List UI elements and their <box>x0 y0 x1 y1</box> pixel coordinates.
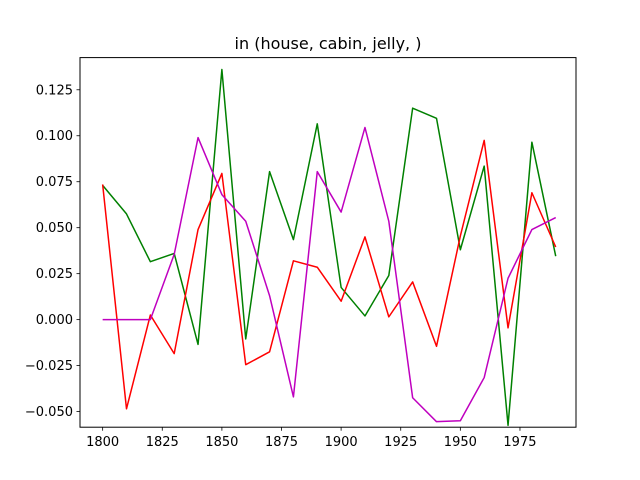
series-layer <box>101 68 557 427</box>
y-tick-label: 0.000 <box>36 313 73 328</box>
y-axis-ticks: −0.050 −0.025 0.000 0.025 0.050 0.075 0.100 0.1… <box>25 83 80 420</box>
x-tick-label: 1850 <box>205 435 238 450</box>
y-tick-label: 0.125 <box>36 83 73 98</box>
y-tick-label: −0.050 <box>25 405 73 420</box>
y-tick-label: 0.075 <box>36 175 73 190</box>
x-tick-label: 1800 <box>86 435 119 450</box>
x-tick-label: 1950 <box>444 435 477 450</box>
x-tick-label: 1900 <box>325 435 358 450</box>
series-line-1 <box>102 68 557 427</box>
x-tick-label: 1875 <box>265 435 298 450</box>
series-line-3 <box>102 126 557 423</box>
x-axis-ticks: 1800 1825 1850 1875 1900 1925 1950 1975 <box>86 427 537 450</box>
y-tick-label: 0.050 <box>36 221 73 236</box>
plot-frame <box>79 57 577 428</box>
y-tick-label: −0.025 <box>25 359 73 374</box>
y-tick-label: 0.100 <box>36 129 73 144</box>
x-tick-label: 1975 <box>503 435 536 450</box>
series-line-2 <box>101 139 557 410</box>
x-tick-label: 1925 <box>384 435 417 450</box>
y-tick-label: 0.025 <box>36 267 73 282</box>
x-tick-label: 1825 <box>146 435 179 450</box>
chart-title: in (house, cabin, jelly, ) <box>235 34 422 53</box>
